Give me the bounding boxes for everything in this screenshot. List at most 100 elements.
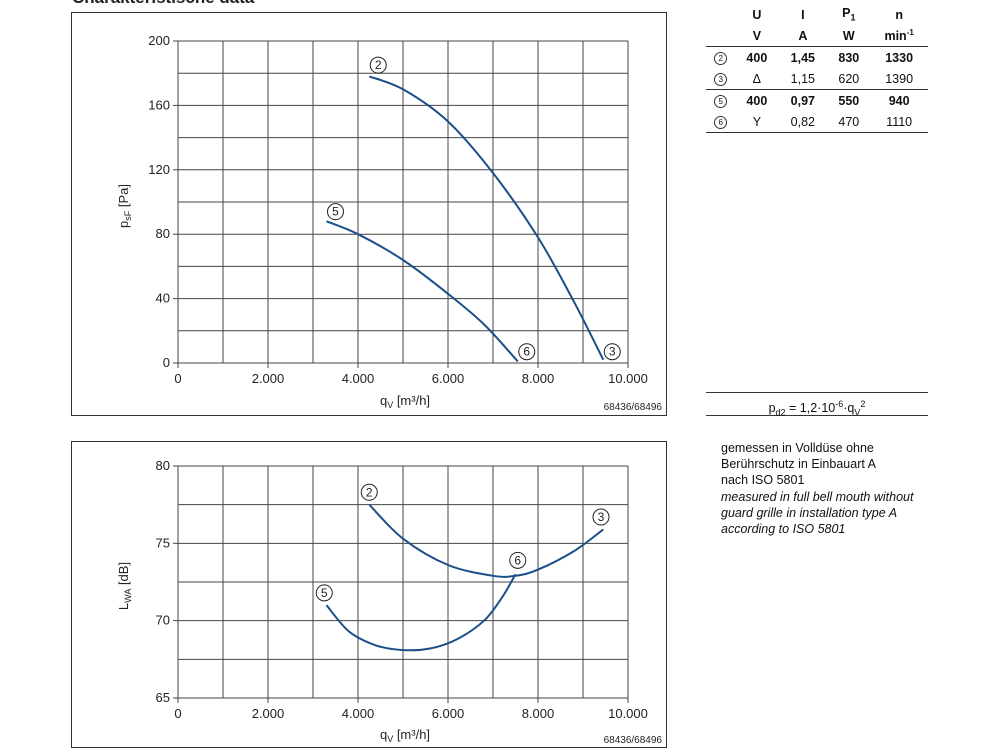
y-axis-label: LWA [dB] (116, 562, 133, 610)
ratings-units-row: V A W min-1 (706, 25, 928, 47)
ratings-header-row: U I P1 n (706, 4, 928, 25)
header-speed: n (895, 7, 903, 22)
marker-label: 3 (598, 510, 605, 524)
voltage-cell: 400 (735, 89, 779, 111)
curve-marker-2: 2 (360, 483, 378, 501)
curve-id-cell: 2 (706, 46, 736, 68)
header-voltage: U (752, 7, 762, 22)
y-tick-label: 0 (163, 355, 170, 370)
x-tick-label: 10.000 (608, 706, 648, 721)
y-tick-label: 200 (148, 33, 170, 48)
x-tick-label: 6.000 (432, 706, 465, 721)
marker-circle (327, 203, 344, 221)
voltage-cell: Y (735, 111, 779, 133)
y-tick-label: 75 (156, 535, 170, 550)
speed-cell: 1330 (870, 46, 928, 68)
curve-marker-3: 3 (592, 508, 610, 526)
curve-id-cell: 5 (706, 89, 736, 111)
curve-marker-6: 6 (509, 551, 527, 569)
marker-circle (509, 551, 527, 569)
measurement-note: gemessen in Volldüse ohne Berührschutz i… (721, 440, 913, 537)
y-tick-label: 160 (148, 97, 170, 112)
sound-chart-panel (71, 441, 667, 748)
x-tick-label: 0 (174, 371, 181, 386)
curve-marker-6: 6 (518, 343, 536, 361)
current-cell: 1,15 (790, 71, 815, 86)
marker-label: 2 (366, 485, 373, 499)
marker-label: 6 (523, 345, 530, 359)
header-power: P1 (842, 6, 856, 23)
chart-1: 0 2.000 4.000 6.000 8.000 10.000 0 40 80 120 160 20… (116, 33, 662, 413)
marker-label: 2 (375, 58, 382, 72)
x-tick-label: 10.000 (608, 371, 648, 386)
curve-marker-2: 2 (369, 56, 387, 74)
marker-circle (592, 508, 610, 526)
x-axis-label: qV [m³/h] (380, 727, 430, 744)
power-cell: 550 (827, 89, 871, 111)
unit-voltage: V (735, 25, 779, 47)
x-axis-label: qV [m³/h] (380, 393, 430, 410)
x-tick-label: 2.000 (252, 371, 285, 386)
chart-reference: 68436/68496 (604, 735, 663, 746)
marker-circle (369, 56, 387, 74)
speed-cell: 1390 (885, 71, 914, 86)
unit-curve (706, 25, 736, 47)
y-axis-label: psF [Pa] (116, 184, 133, 228)
unit-power: W (827, 25, 871, 47)
y-tick-label: 70 (156, 613, 170, 628)
ratings-row: 3 Δ 1,15 620 1390 (706, 68, 928, 90)
power-cell: 470 (827, 111, 871, 133)
unit-current: A (778, 25, 828, 47)
ratings-row: 5 400 0,97 550 940 (706, 89, 928, 111)
section-heading: Charakteristische data (72, 0, 254, 8)
speed-cell: 1110 (870, 111, 928, 133)
chart-reference: 68436/68496 (604, 402, 663, 413)
marker-circle (603, 343, 621, 361)
y-tick-label: 80 (156, 226, 170, 241)
x-tick-label: 8.000 (522, 706, 555, 721)
speed-cell: 940 (870, 89, 928, 111)
marker-label: 6 (514, 553, 521, 567)
series-line-5-6 (326, 220, 519, 363)
current-cell: 0,97 (778, 89, 828, 111)
ratings-row: 6 Y 0,82 470 1110 (706, 111, 928, 133)
marker-label: 3 (609, 345, 616, 359)
header-curve (706, 4, 735, 25)
current-cell: 1,45 (778, 46, 828, 68)
x-tick-label: 0 (174, 706, 181, 721)
curve-id-cell: 6 (706, 111, 736, 133)
series-line-2-3 (368, 503, 604, 578)
ratings-table: U I P1 n V A W min-1 2 400 1,45 830 1330… (706, 4, 928, 133)
marker-circle (315, 584, 333, 602)
curve-marker-3: 3 (603, 343, 621, 361)
y-tick-label: 80 (156, 458, 170, 473)
pressure-chart-panel (71, 12, 667, 416)
ratings-row: 2 400 1,45 830 1330 (706, 46, 928, 68)
marker-circle (518, 343, 536, 361)
current-cell: 0,82 (778, 111, 828, 133)
note-english: measured in full bell mouth without guar… (721, 489, 914, 537)
marker-label: 5 (321, 586, 328, 600)
series-line-2-3 (368, 75, 605, 361)
x-tick-label: 6.000 (432, 371, 465, 386)
x-tick-label: 2.000 (252, 706, 285, 721)
note-german: gemessen in Volldüse ohne Berührschutz i… (721, 441, 876, 488)
curve-id-cell: 3 (706, 68, 735, 90)
y-tick-label: 120 (148, 162, 170, 177)
marker-label: 5 (332, 205, 339, 219)
header-current: I (801, 7, 805, 22)
marker-circle (360, 483, 378, 501)
curve-marker-5: 5 (327, 203, 344, 221)
x-tick-label: 4.000 (342, 706, 375, 721)
voltage-cell: 400 (735, 46, 779, 68)
x-tick-label: 8.000 (522, 371, 555, 386)
y-tick-label: 65 (156, 690, 170, 705)
dynamic-pressure-formula: pd2 = 1,2·10-6·qV2 (706, 392, 928, 418)
power-cell: 830 (827, 46, 871, 68)
unit-speed: min-1 (870, 25, 928, 47)
x-tick-label: 4.000 (342, 371, 375, 386)
y-tick-label: 40 (156, 291, 170, 306)
voltage-cell: Δ (752, 71, 762, 86)
